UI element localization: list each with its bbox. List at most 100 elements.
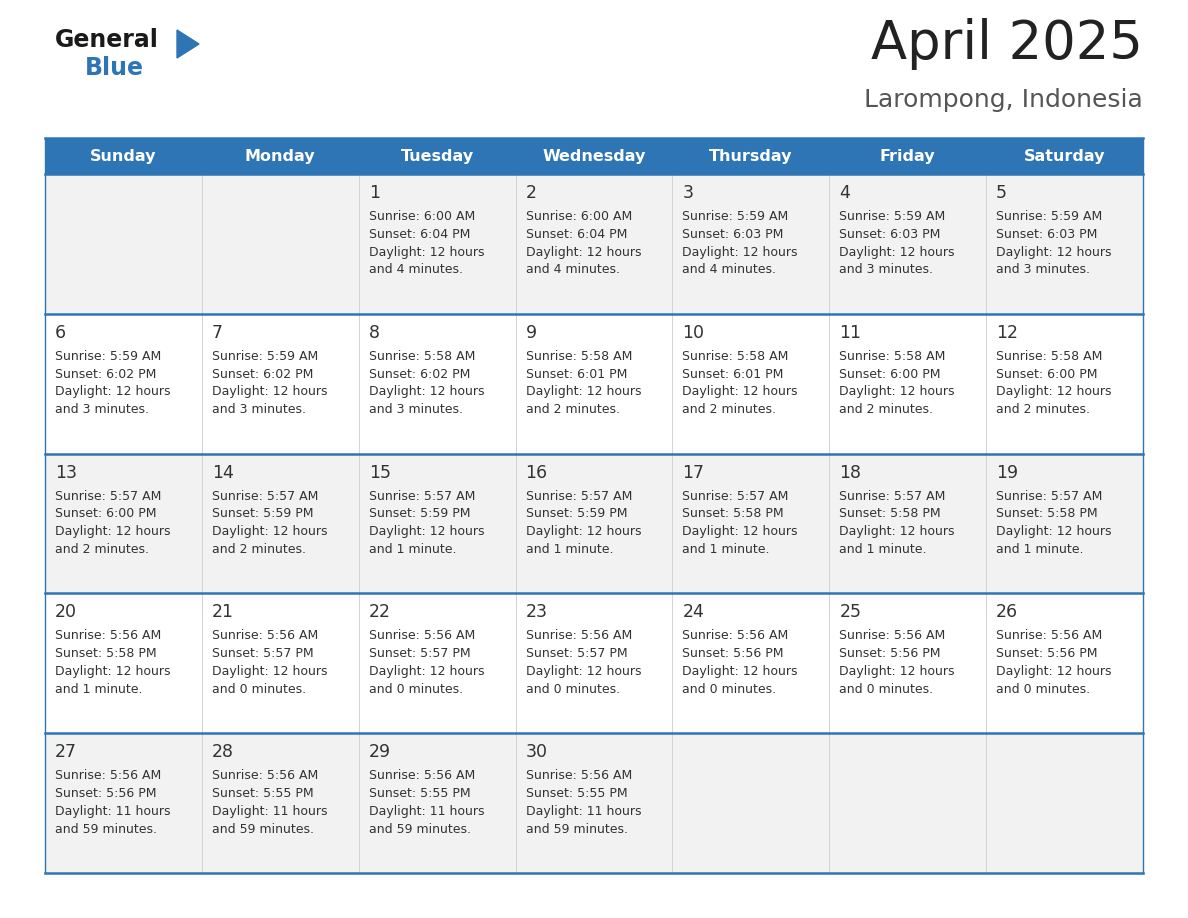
- Text: 19: 19: [997, 464, 1018, 482]
- Text: and 3 minutes.: and 3 minutes.: [368, 403, 462, 416]
- Text: Sunset: 5:59 PM: Sunset: 5:59 PM: [211, 508, 314, 521]
- Text: Daylight: 12 hours: Daylight: 12 hours: [211, 665, 328, 678]
- Text: Sunrise: 5:56 AM: Sunrise: 5:56 AM: [211, 630, 318, 643]
- Text: Daylight: 12 hours: Daylight: 12 hours: [997, 525, 1112, 538]
- Text: Sunrise: 5:58 AM: Sunrise: 5:58 AM: [839, 350, 946, 363]
- Text: 22: 22: [368, 603, 391, 621]
- Text: Larompong, Indonesia: Larompong, Indonesia: [864, 88, 1143, 112]
- Text: Sunset: 6:03 PM: Sunset: 6:03 PM: [839, 228, 941, 241]
- Text: Sunset: 5:57 PM: Sunset: 5:57 PM: [525, 647, 627, 660]
- Text: Sunset: 5:56 PM: Sunset: 5:56 PM: [55, 787, 157, 800]
- Text: Sunrise: 5:59 AM: Sunrise: 5:59 AM: [55, 350, 162, 363]
- Text: Friday: Friday: [880, 149, 935, 163]
- Bar: [45, 453, 1143, 593]
- Text: and 0 minutes.: and 0 minutes.: [997, 683, 1091, 696]
- Text: Sunrise: 5:56 AM: Sunrise: 5:56 AM: [525, 769, 632, 782]
- Text: Sunrise: 5:59 AM: Sunrise: 5:59 AM: [211, 350, 318, 363]
- Text: Daylight: 12 hours: Daylight: 12 hours: [525, 525, 642, 538]
- Text: and 2 minutes.: and 2 minutes.: [839, 403, 934, 416]
- Text: Sunset: 6:02 PM: Sunset: 6:02 PM: [55, 367, 157, 381]
- Text: Sunrise: 5:57 AM: Sunrise: 5:57 AM: [55, 489, 162, 502]
- Text: 7: 7: [211, 324, 223, 341]
- Text: Daylight: 12 hours: Daylight: 12 hours: [997, 665, 1112, 678]
- Text: and 0 minutes.: and 0 minutes.: [525, 683, 620, 696]
- Text: Daylight: 11 hours: Daylight: 11 hours: [525, 805, 642, 818]
- Text: Daylight: 12 hours: Daylight: 12 hours: [55, 386, 171, 398]
- Text: and 4 minutes.: and 4 minutes.: [682, 263, 777, 276]
- Text: Sunset: 6:04 PM: Sunset: 6:04 PM: [525, 228, 627, 241]
- Text: Sunset: 5:59 PM: Sunset: 5:59 PM: [525, 508, 627, 521]
- Text: 10: 10: [682, 324, 704, 341]
- Text: Sunset: 6:01 PM: Sunset: 6:01 PM: [682, 367, 784, 381]
- Text: Daylight: 12 hours: Daylight: 12 hours: [211, 525, 328, 538]
- Text: Daylight: 12 hours: Daylight: 12 hours: [682, 525, 798, 538]
- Text: 21: 21: [211, 603, 234, 621]
- Text: Sunrise: 5:56 AM: Sunrise: 5:56 AM: [997, 630, 1102, 643]
- Text: Daylight: 12 hours: Daylight: 12 hours: [55, 665, 171, 678]
- Text: and 3 minutes.: and 3 minutes.: [211, 403, 305, 416]
- Bar: [45, 593, 1143, 733]
- Text: Sunrise: 5:59 AM: Sunrise: 5:59 AM: [682, 210, 789, 223]
- Text: April 2025: April 2025: [871, 18, 1143, 70]
- Text: Sunset: 5:55 PM: Sunset: 5:55 PM: [211, 787, 314, 800]
- Text: 28: 28: [211, 744, 234, 761]
- Text: and 0 minutes.: and 0 minutes.: [682, 683, 777, 696]
- Text: Sunrise: 5:58 AM: Sunrise: 5:58 AM: [525, 350, 632, 363]
- Text: and 1 minute.: and 1 minute.: [55, 683, 143, 696]
- Text: 2: 2: [525, 184, 537, 202]
- Text: Daylight: 12 hours: Daylight: 12 hours: [682, 665, 798, 678]
- Text: Sunrise: 5:57 AM: Sunrise: 5:57 AM: [211, 489, 318, 502]
- Text: and 4 minutes.: and 4 minutes.: [368, 263, 462, 276]
- Text: 13: 13: [55, 464, 77, 482]
- Text: Blue: Blue: [86, 56, 144, 80]
- Text: Daylight: 12 hours: Daylight: 12 hours: [997, 386, 1112, 398]
- Text: Sunset: 5:56 PM: Sunset: 5:56 PM: [682, 647, 784, 660]
- Text: 20: 20: [55, 603, 77, 621]
- Text: Thursday: Thursday: [709, 149, 792, 163]
- Text: and 4 minutes.: and 4 minutes.: [525, 263, 620, 276]
- Text: Daylight: 12 hours: Daylight: 12 hours: [839, 525, 955, 538]
- Text: Sunset: 6:04 PM: Sunset: 6:04 PM: [368, 228, 470, 241]
- Text: 24: 24: [682, 603, 704, 621]
- Text: and 3 minutes.: and 3 minutes.: [55, 403, 148, 416]
- Text: Sunrise: 5:58 AM: Sunrise: 5:58 AM: [682, 350, 789, 363]
- Text: 6: 6: [55, 324, 67, 341]
- Text: 26: 26: [997, 603, 1018, 621]
- Text: and 2 minutes.: and 2 minutes.: [525, 403, 620, 416]
- Text: Daylight: 12 hours: Daylight: 12 hours: [839, 665, 955, 678]
- Text: Sunrise: 5:59 AM: Sunrise: 5:59 AM: [839, 210, 946, 223]
- Text: Sunrise: 5:57 AM: Sunrise: 5:57 AM: [839, 489, 946, 502]
- Text: Monday: Monday: [245, 149, 316, 163]
- Text: 3: 3: [682, 184, 694, 202]
- Text: and 1 minute.: and 1 minute.: [368, 543, 456, 556]
- Text: and 1 minute.: and 1 minute.: [682, 543, 770, 556]
- Text: Daylight: 11 hours: Daylight: 11 hours: [211, 805, 328, 818]
- Text: 5: 5: [997, 184, 1007, 202]
- Text: 8: 8: [368, 324, 380, 341]
- Text: Daylight: 12 hours: Daylight: 12 hours: [211, 386, 328, 398]
- Text: Sunrise: 5:57 AM: Sunrise: 5:57 AM: [368, 489, 475, 502]
- Text: 9: 9: [525, 324, 537, 341]
- Text: and 2 minutes.: and 2 minutes.: [997, 403, 1091, 416]
- Text: Daylight: 12 hours: Daylight: 12 hours: [368, 525, 485, 538]
- Text: Sunset: 5:55 PM: Sunset: 5:55 PM: [525, 787, 627, 800]
- Text: 27: 27: [55, 744, 77, 761]
- Text: 11: 11: [839, 324, 861, 341]
- Text: and 59 minutes.: and 59 minutes.: [525, 823, 627, 835]
- Text: Sunset: 6:01 PM: Sunset: 6:01 PM: [525, 367, 627, 381]
- Text: Sunrise: 5:56 AM: Sunrise: 5:56 AM: [368, 769, 475, 782]
- Text: Sunrise: 5:56 AM: Sunrise: 5:56 AM: [55, 630, 162, 643]
- Text: and 0 minutes.: and 0 minutes.: [211, 683, 307, 696]
- Text: and 59 minutes.: and 59 minutes.: [55, 823, 157, 835]
- Text: Sunrise: 5:58 AM: Sunrise: 5:58 AM: [368, 350, 475, 363]
- Text: and 3 minutes.: and 3 minutes.: [997, 263, 1091, 276]
- Bar: [45, 733, 1143, 873]
- Text: Sunset: 5:59 PM: Sunset: 5:59 PM: [368, 508, 470, 521]
- Text: Sunrise: 5:56 AM: Sunrise: 5:56 AM: [525, 630, 632, 643]
- Text: Sunset: 5:58 PM: Sunset: 5:58 PM: [839, 508, 941, 521]
- Text: Sunset: 5:57 PM: Sunset: 5:57 PM: [368, 647, 470, 660]
- Text: Tuesday: Tuesday: [400, 149, 474, 163]
- Text: Sunset: 5:57 PM: Sunset: 5:57 PM: [211, 647, 314, 660]
- Text: Daylight: 11 hours: Daylight: 11 hours: [55, 805, 171, 818]
- Text: Sunrise: 5:56 AM: Sunrise: 5:56 AM: [368, 630, 475, 643]
